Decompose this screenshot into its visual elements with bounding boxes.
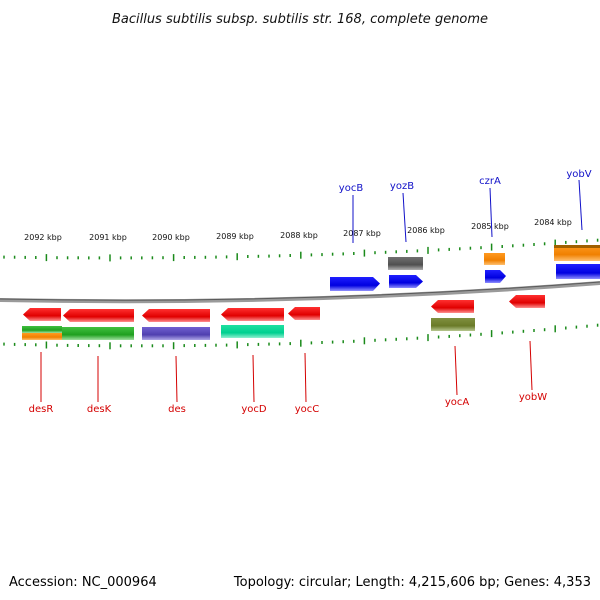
- feature-box-orange-desR: [22, 333, 62, 340]
- feature-box-purple-des: [142, 327, 210, 340]
- gene-arrow-yobW: [509, 295, 545, 308]
- gene-label-yocB: yocB: [339, 183, 364, 194]
- tick-label: 2092 kbp: [24, 233, 62, 242]
- gene-arrow-yocD: [221, 308, 284, 321]
- feature-box-teal-yocD: [221, 325, 284, 338]
- tick-label: 2089 kbp: [216, 232, 254, 241]
- feature-box-olive-yocA: [431, 318, 475, 331]
- gene-label-yocC: yocC: [295, 404, 320, 415]
- gene-label-yocD: yocD: [241, 404, 267, 415]
- gene-arrow-desR: [23, 308, 61, 321]
- feature-box-green-desR: [22, 326, 62, 333]
- gene-label-desK: desK: [87, 404, 112, 415]
- gene-arrow-yocC: [288, 307, 320, 320]
- tick-label: 2085 kbp: [471, 222, 509, 231]
- leader-line-yobW: [529, 340, 533, 391]
- gene-arrow-czrA: [485, 270, 506, 283]
- gene-arrow-yocB: [330, 277, 380, 291]
- label-leaders: [40, 179, 583, 403]
- gene-arrow-desK: [63, 309, 134, 322]
- feature-box-gray: [388, 257, 423, 270]
- tick-label: 2091 kbp: [89, 233, 127, 242]
- gene-label-yocA: yocA: [445, 397, 470, 408]
- leader-line-yocA: [454, 345, 458, 396]
- reverse-features: [22, 295, 545, 340]
- tick-label: 2084 kbp: [534, 218, 572, 227]
- leader-line-yobV: [578, 179, 583, 231]
- tick-label: 2088 kbp: [280, 231, 318, 240]
- gene-label-czrA: czrA: [479, 176, 501, 187]
- tick-label: 2086 kbp: [407, 226, 445, 235]
- gene-label-yozB: yozB: [390, 181, 414, 192]
- leader-line-yocD: [252, 354, 255, 403]
- genome-backbone: [0, 281, 600, 304]
- gene-arrow-des: [142, 309, 210, 322]
- gene-label-des: des: [168, 404, 186, 415]
- tick-labels: 2092 kbp 2091 kbp 2090 kbp 2089 kbp 2088…: [24, 218, 572, 242]
- forward-features: [330, 245, 600, 291]
- leader-line-des: [175, 355, 178, 403]
- feature-box-green-desK: [62, 327, 134, 340]
- gene-arrow-yocA: [431, 300, 474, 313]
- gene-label-yobW: yobW: [519, 392, 547, 403]
- accession-text: Accession: NC_000964: [9, 575, 157, 590]
- feature-box-orange: [484, 253, 505, 265]
- genome-backbone-shadow: [0, 281, 600, 301]
- tick-label: 2087 kbp: [343, 229, 381, 238]
- gene-labels-top: yocB yozB czrA yobV: [339, 169, 592, 194]
- tick-row-lower: [3, 323, 599, 350]
- topology-summary: Topology: circular; Length: 4,215,606 bp…: [233, 575, 591, 590]
- gene-arrow-yozB: [389, 275, 423, 288]
- tick-label: 2090 kbp: [152, 233, 190, 242]
- genome-title: Bacillus subtilis subsp. subtilis str. 1…: [112, 12, 488, 27]
- feature-box-orange-edge: [554, 245, 600, 261]
- gene-label-desR: desR: [29, 404, 54, 415]
- tick-row-upper: [3, 238, 599, 262]
- feature-box-orange-edge-top: [554, 245, 600, 248]
- gene-arrow-yobV: [556, 264, 600, 279]
- leader-line-yocC: [304, 352, 307, 403]
- leader-line-czrA: [489, 187, 493, 238]
- gene-labels-bottom: desR desK des yocD yocC yocA yobW: [29, 392, 548, 415]
- leader-line-yozB: [402, 192, 407, 243]
- gene-label-yobV: yobV: [566, 169, 591, 180]
